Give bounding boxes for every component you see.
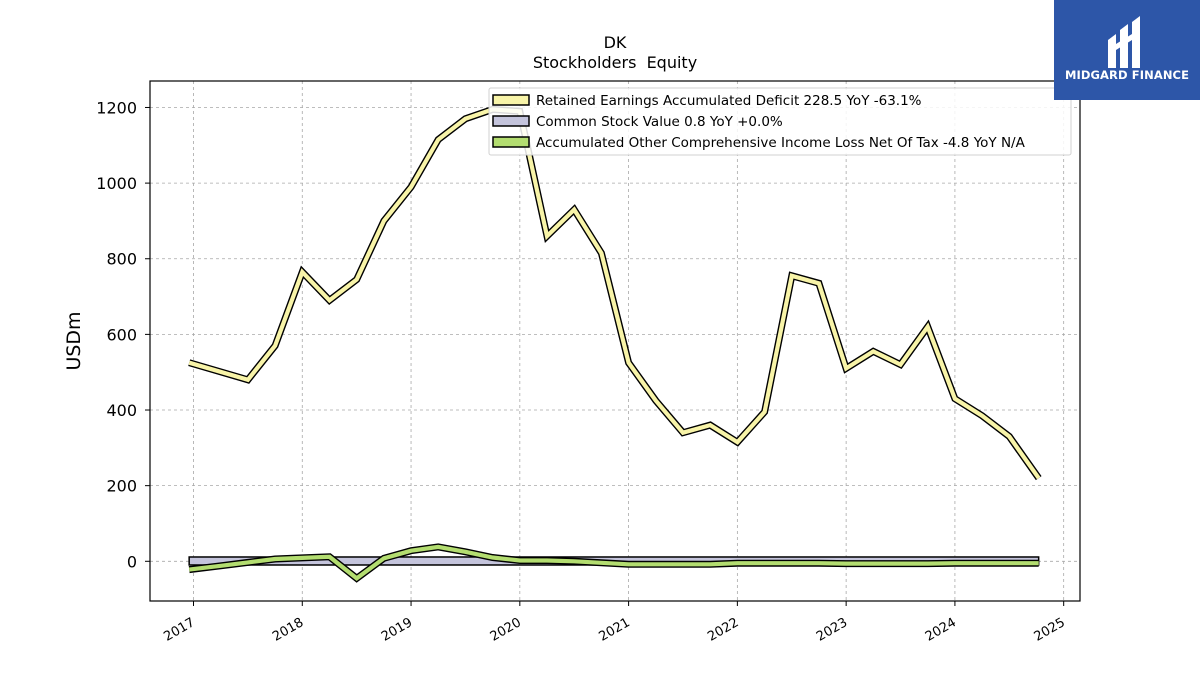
- legend-swatch: [492, 94, 530, 106]
- y-tick-label: 400: [106, 401, 137, 420]
- chart-subtitle: Stockholders Equity: [533, 53, 697, 72]
- x-tick-label: 2018: [270, 615, 306, 645]
- legend-box: [488, 87, 1072, 156]
- y-axis-label: USDm: [63, 311, 85, 370]
- y-tick-label: 200: [106, 477, 137, 496]
- x-tick-label: 2019: [379, 615, 415, 645]
- series-group: [188, 105, 1042, 583]
- series-accumulated-oci-line: [188, 544, 1039, 581]
- legend-label: Retained Earnings Accumulated Deficit 22…: [536, 93, 922, 109]
- x-axis: 2017 2018 2019 2020 2021 2022 2023 2024 2025: [161, 601, 1068, 645]
- y-tick-label: 0: [127, 552, 137, 571]
- legend-swatch: [492, 115, 530, 127]
- grid: [150, 81, 1080, 601]
- y-tick-label: 600: [106, 325, 137, 344]
- x-tick-label: 2025: [1032, 615, 1068, 645]
- y-tick-label: 1000: [96, 174, 137, 193]
- x-tick-label: 2021: [597, 615, 633, 645]
- x-tick-label: 2017: [161, 615, 197, 645]
- x-tick-label: 2022: [705, 615, 741, 645]
- y-tick-label: 800: [106, 250, 137, 269]
- logo-text: MIDGARD FINANCE: [1064, 68, 1190, 82]
- x-tick-label: 2020: [488, 615, 524, 645]
- legend: Retained Earnings Accumulated Deficit 22…: [488, 87, 1072, 156]
- legend-label: Common Stock Value 0.8 YoY +0.0%: [536, 114, 783, 130]
- y-axis: 0 200 400 600 800 1000 1200: [96, 98, 150, 571]
- chart-title: DK: [604, 33, 627, 52]
- legend-label: Accumulated Other Comprehensive Income L…: [536, 135, 1026, 151]
- plot-frame: [149, 80, 1081, 602]
- logo-mark-icon: [1108, 16, 1140, 68]
- x-tick-label: 2024: [923, 615, 959, 645]
- legend-swatch: [492, 136, 530, 148]
- series-retained-earnings-line: [188, 107, 1041, 480]
- y-tick-label: 1200: [96, 98, 137, 117]
- series-retained-earnings-outline: [188, 105, 1042, 481]
- x-tick-label: 2023: [814, 615, 850, 645]
- brand-logo: MIDGARD FINANCE: [1054, 0, 1200, 100]
